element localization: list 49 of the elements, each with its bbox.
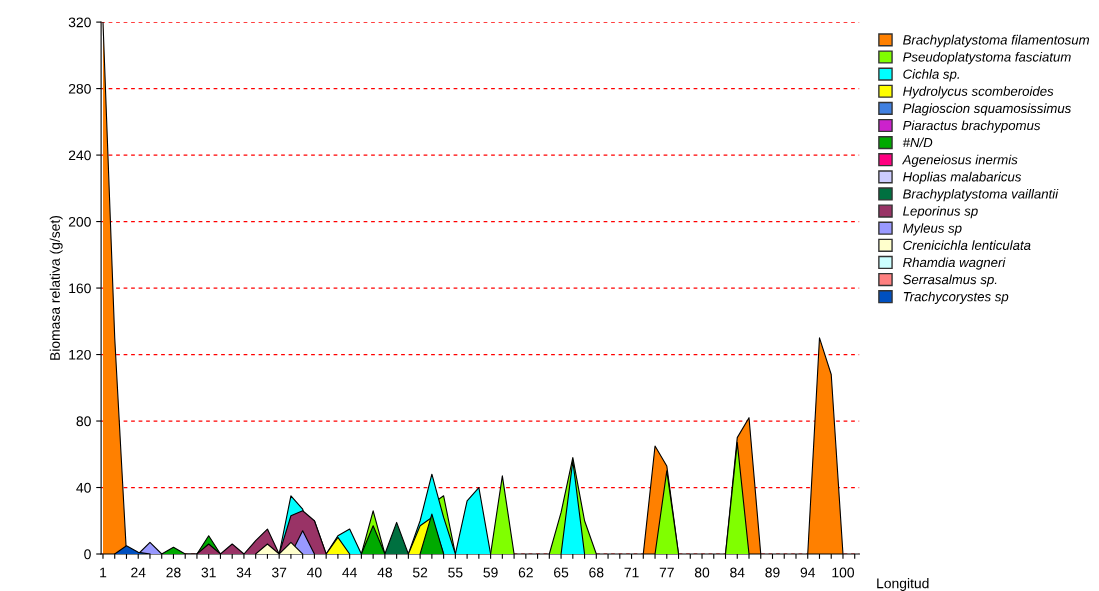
legend-label: Hoplias malabaricus (903, 171, 1022, 185)
x-tick-label: 89 (765, 567, 780, 578)
y-tick-label: 120 (69, 349, 91, 360)
x-tick-label: 37 (271, 567, 287, 578)
x-tick-label: 65 (554, 567, 569, 578)
x-tick-label: 71 (624, 567, 639, 578)
x-tick-label: 68 (589, 567, 604, 578)
legend-label: Pseudoplatystoma fasciatum (903, 51, 1071, 65)
y-tick-label: 80 (76, 416, 91, 427)
x-tick-label: 48 (377, 567, 393, 578)
x-tick-label: 1 (100, 567, 107, 578)
legend-label: #N/D (902, 137, 933, 148)
legend-label: Trachycorystes sp (903, 291, 1009, 304)
x-tick-label: 62 (518, 567, 533, 578)
y-tick-label: 160 (69, 283, 91, 294)
x-tick-label: 24 (131, 567, 146, 578)
legend-label: Brachyplatystoma vaillantii (903, 188, 1059, 202)
y-tick-label: 280 (68, 83, 91, 94)
x-tick-label: 55 (448, 567, 463, 578)
x-tick-label: 28 (166, 567, 181, 578)
legend-label: Myleus sp (903, 223, 962, 236)
legend-label: Hydrolycus scomberoides (903, 86, 1054, 99)
y-tick-label: 40 (76, 482, 91, 493)
legend-label: Serrasalmus sp. (903, 274, 997, 287)
legend-label: Leporinus sp (903, 206, 978, 219)
x-tick-label: 80 (694, 567, 710, 578)
x-tick-label: 84 (730, 567, 745, 578)
x-tick-label: 40 (307, 567, 322, 578)
legend-label: Cichla sp. (903, 69, 959, 82)
x-tick-label: 44 (342, 567, 357, 578)
legend-label: Plagioscion squamosissimus (903, 103, 1072, 116)
y-axis-title: Biomasa relativa (g/set) (49, 215, 63, 360)
y-tick-label: 240 (68, 150, 91, 161)
y-tick-label: 0 (84, 549, 91, 560)
x-tick-label: 100 (832, 567, 855, 578)
legend-label: Crenicichla lenticulata (903, 240, 1031, 250)
x-tick-label: 77 (659, 567, 674, 578)
x-tick-label: 94 (800, 567, 816, 578)
legend-label: Brachyplatystoma filamentosum (903, 34, 1090, 48)
legend-label: Rhamdia wagneri (903, 257, 1006, 270)
y-tick-label: 320 (68, 17, 91, 28)
legend-label: Ageneiosus inermis (901, 154, 1018, 167)
x-tick-label: 59 (483, 567, 498, 578)
x-tick-label: 31 (201, 567, 216, 578)
x-axis-title: Longitud (877, 578, 929, 591)
x-tick-label: 52 (412, 567, 428, 578)
x-tick-label: 34 (236, 567, 252, 578)
legend-label: Piaractus brachypomus (903, 120, 1041, 133)
y-tick-label: 200 (68, 216, 91, 227)
